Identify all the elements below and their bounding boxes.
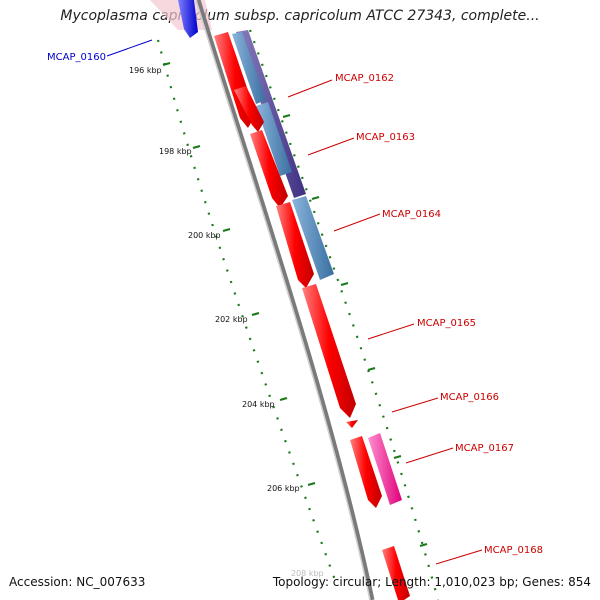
kbp-label-196: 196 kbp	[129, 66, 162, 75]
feature-bar-blue-1	[232, 32, 266, 104]
genome-summary-text: Topology: circular; Length: 1,010,023 bp…	[272, 575, 591, 589]
gene-mcap-0165[interactable]	[302, 284, 356, 418]
kbp-tick-marks	[162, 61, 428, 548]
kbp-label-206: 206 kbp	[267, 484, 300, 493]
gene-label-mcap-0166[interactable]: MCAP_0166	[440, 392, 499, 403]
kbp-label-208: 208 kbp	[291, 569, 324, 578]
gene-label-mcap-0162[interactable]: MCAP_0162	[335, 73, 394, 84]
gene-mcap-0163[interactable]	[250, 130, 288, 208]
gene-label-mcap-0163[interactable]: MCAP_0163	[356, 132, 415, 143]
gene-label-mcap-0165[interactable]: MCAP_0165	[417, 318, 476, 329]
gene-mcap-0162[interactable]	[234, 86, 264, 132]
kbp-label-204: 204 kbp	[242, 400, 275, 409]
gene-label-mcap-0164[interactable]: MCAP_0164	[382, 209, 441, 220]
gene-mcap-0167[interactable]	[350, 436, 382, 508]
gene-mcap-0168[interactable]	[382, 546, 410, 600]
label-leaders	[106, 39, 483, 565]
gene-mcap-0160[interactable]	[178, 0, 198, 38]
genome-backbone	[195, 0, 375, 600]
gene-label-mcap-0167[interactable]: MCAP_0167	[455, 443, 514, 454]
kbp-label-200: 200 kbp	[188, 231, 221, 240]
kbp-label-202: 202 kbp	[215, 315, 248, 324]
gene-label-mcap-0160[interactable]: MCAP_0160	[47, 52, 106, 63]
feature-bar-blue-3	[292, 196, 334, 280]
gene-label-mcap-0168[interactable]: MCAP_0168	[484, 545, 543, 556]
accession-text: Accession: NC_007633	[9, 575, 146, 589]
feature-bar-magenta	[368, 433, 402, 505]
gene-mcap-0166[interactable]	[346, 420, 358, 428]
gene-mcap-0164[interactable]	[276, 202, 314, 288]
feature-bar-blue-2	[256, 102, 292, 176]
kbp-label-198: 198 kbp	[159, 147, 192, 156]
